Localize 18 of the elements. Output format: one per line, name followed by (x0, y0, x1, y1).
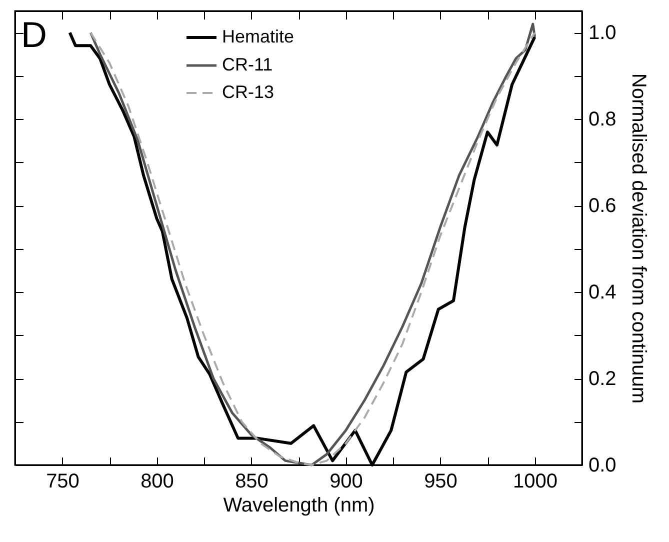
x-axis-title: Wavelength (nm) (223, 494, 375, 516)
x-tick-label: 750 (46, 470, 80, 492)
annotation: D (21, 14, 47, 55)
y-tick-label: 0.8 (588, 108, 616, 131)
x-tick-label: 950 (424, 470, 458, 492)
legend-label: CR-11 (222, 54, 273, 74)
y-tick-label: 0.6 (588, 195, 616, 218)
x-tick-label: 850 (235, 470, 268, 492)
y-tick-label: 1.0 (588, 22, 616, 44)
y-tick-label: 0.0 (588, 454, 616, 476)
y-axis-title: Normalised deviation from continuum (627, 73, 650, 404)
y-tick-label: 0.4 (588, 282, 616, 304)
x-tick-label: 900 (330, 470, 363, 492)
x-tick-label: 800 (140, 470, 174, 492)
x-tick-label: 1000 (513, 470, 558, 492)
y-tick-label: 0.2 (588, 368, 616, 390)
legend-label: CR-13 (222, 82, 274, 102)
legend-label: Hematite (222, 26, 294, 46)
